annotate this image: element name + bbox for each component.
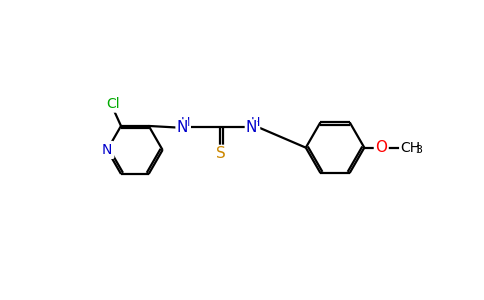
Text: H: H: [181, 116, 190, 129]
Text: H: H: [250, 116, 260, 129]
Text: N: N: [176, 120, 187, 135]
Text: CH: CH: [400, 141, 421, 155]
Text: N: N: [245, 120, 257, 135]
Text: Cl: Cl: [106, 97, 120, 111]
Text: N: N: [102, 143, 112, 157]
Text: 3: 3: [415, 145, 422, 155]
Text: O: O: [375, 140, 387, 155]
Text: S: S: [216, 146, 226, 161]
